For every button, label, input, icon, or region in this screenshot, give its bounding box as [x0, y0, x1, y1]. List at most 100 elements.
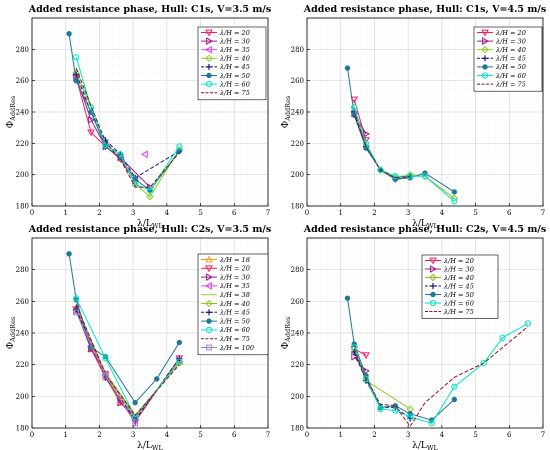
data-point [363, 130, 371, 138]
x-axis-label: λ/LWL [137, 441, 163, 450]
y-axis-label: ΦAddRes [281, 96, 292, 128]
legend-label: λ/H = 30 [219, 37, 250, 45]
x-axis-label: λ/LWL [412, 441, 438, 450]
y-tick-label: 280 [16, 46, 29, 54]
legend-entry: λ/H = 18 [201, 255, 250, 264]
legend-label: λ/H = 40 [443, 274, 474, 282]
series-3 [140, 150, 148, 159]
legend-entry: λ/H = 30 [425, 265, 474, 273]
data-point [421, 173, 429, 180]
series-line [75, 304, 180, 417]
y-tick-label: 180 [16, 425, 29, 433]
y-tick-label: 280 [291, 46, 304, 54]
legend-entry: λ/H = 50 [201, 317, 250, 325]
x-tick-label: 5 [198, 209, 202, 217]
legend-label: λ/H = 20 [219, 265, 250, 273]
data-point [176, 358, 183, 365]
x-tick-label: 5 [473, 209, 477, 217]
y-tick-label: 180 [291, 203, 304, 211]
legend-label: λ/H = 30 [219, 273, 250, 281]
x-tick-label: 2 [97, 209, 101, 217]
data-point [451, 189, 458, 195]
legend-entry: λ/H = 35 [201, 45, 250, 54]
data-point [363, 367, 371, 375]
legend-marker [205, 81, 213, 88]
data-point [102, 355, 109, 362]
data-point [392, 407, 399, 414]
series-11 [73, 309, 139, 427]
legend-label: λ/H = 40 [495, 46, 526, 54]
x-axis-label: λ/LWL [412, 219, 438, 230]
y-tick-label: 260 [291, 298, 304, 306]
x-tick-label: 6 [232, 431, 237, 439]
y-tick-label: 240 [291, 330, 304, 338]
data-point [140, 150, 148, 159]
y-axis-label: ΦAddRes [6, 317, 17, 349]
x-tick-label: 7 [266, 431, 270, 439]
y-tick-label: 220 [291, 140, 304, 148]
legend-label: λ/H = 45 [219, 309, 250, 317]
series-8 [75, 67, 180, 188]
legend: λ/H = 20λ/H = 30λ/H = 35λ/H = 40λ/H = 45… [197, 26, 267, 101]
legend-entry: λ/H = 50 [425, 291, 474, 299]
series-line [75, 57, 180, 191]
series-line [353, 326, 529, 428]
legend-label: λ/H = 35 [219, 46, 250, 54]
series-6 [351, 320, 531, 427]
legend-label: λ/H = 50 [443, 291, 474, 299]
series-7 [353, 326, 529, 428]
x-tick-label: 3 [131, 209, 135, 217]
y-tick-label: 200 [291, 393, 304, 401]
legend-entry: λ/H = 50 [201, 72, 250, 80]
y-tick-label: 200 [291, 171, 304, 179]
series-line [75, 67, 180, 188]
legend-marker [430, 265, 438, 273]
legend-marker [206, 37, 214, 45]
data-point [362, 375, 370, 383]
data-point [451, 383, 458, 390]
legend-label: λ/H = 60 [495, 72, 526, 80]
legend-marker [429, 257, 437, 265]
chart-panel-4: 0 1 2 3 4 5 6 7 180 200 220 240 260 280 Added resistan… [281, 224, 546, 450]
x-tick-label: 2 [97, 431, 101, 439]
legend-entry: λ/H = 30 [201, 37, 250, 45]
legend-marker [205, 54, 213, 63]
legend-label: λ/H = 75 [219, 89, 250, 97]
legend-entry: λ/H = 75 [425, 308, 474, 316]
y-tick-label: 240 [291, 109, 304, 117]
legend-marker [205, 265, 213, 273]
legend-label: λ/H = 45 [495, 55, 526, 63]
legend-label: λ/H = 45 [219, 63, 250, 71]
data-point [350, 96, 359, 104]
x-tick-label: 2 [372, 209, 376, 217]
legend-marker [206, 72, 212, 79]
data-point [73, 309, 80, 316]
legend: λ/H = 18λ/H = 20λ/H = 30λ/H = 35λ/H = 38… [197, 253, 269, 356]
legend-label: λ/H = 50 [495, 63, 526, 71]
legend-marker [206, 318, 212, 324]
legend-entry: λ/H = 60 [201, 80, 250, 88]
x-tick-label: 4 [165, 209, 170, 217]
series-line [353, 107, 455, 202]
chart-panel-3: 0 1 2 3 4 5 6 7 180 200 220 240 260 280 Added resistan… [6, 224, 271, 450]
data-point [132, 413, 139, 421]
legend-marker [481, 29, 489, 37]
x-tick-label: 7 [266, 209, 270, 217]
chart-panel-2: 0 1 2 3 4 5 6 7 180 200 220 240 260 280 Added resistan… [281, 4, 546, 230]
data-point [73, 54, 80, 61]
legend-marker [205, 255, 213, 263]
data-point [176, 143, 183, 150]
legend-entry: λ/H = 20 [477, 29, 526, 37]
y-tick-label: 280 [291, 266, 304, 274]
x-tick-label: 1 [338, 431, 342, 439]
data-point [146, 192, 154, 201]
x-tick-label: 5 [473, 431, 477, 439]
legend-entry: λ/H = 75 [201, 335, 250, 343]
data-point [73, 77, 79, 84]
y-axis-label: ΦAddRes [6, 96, 17, 128]
y-tick-label: 260 [16, 77, 29, 85]
legend-marker [429, 273, 437, 282]
data-point [146, 187, 154, 194]
chart-panel-1: 0 1 2 3 4 5 6 7 180 200 220 240 260 280 Added resistan… [6, 4, 271, 230]
